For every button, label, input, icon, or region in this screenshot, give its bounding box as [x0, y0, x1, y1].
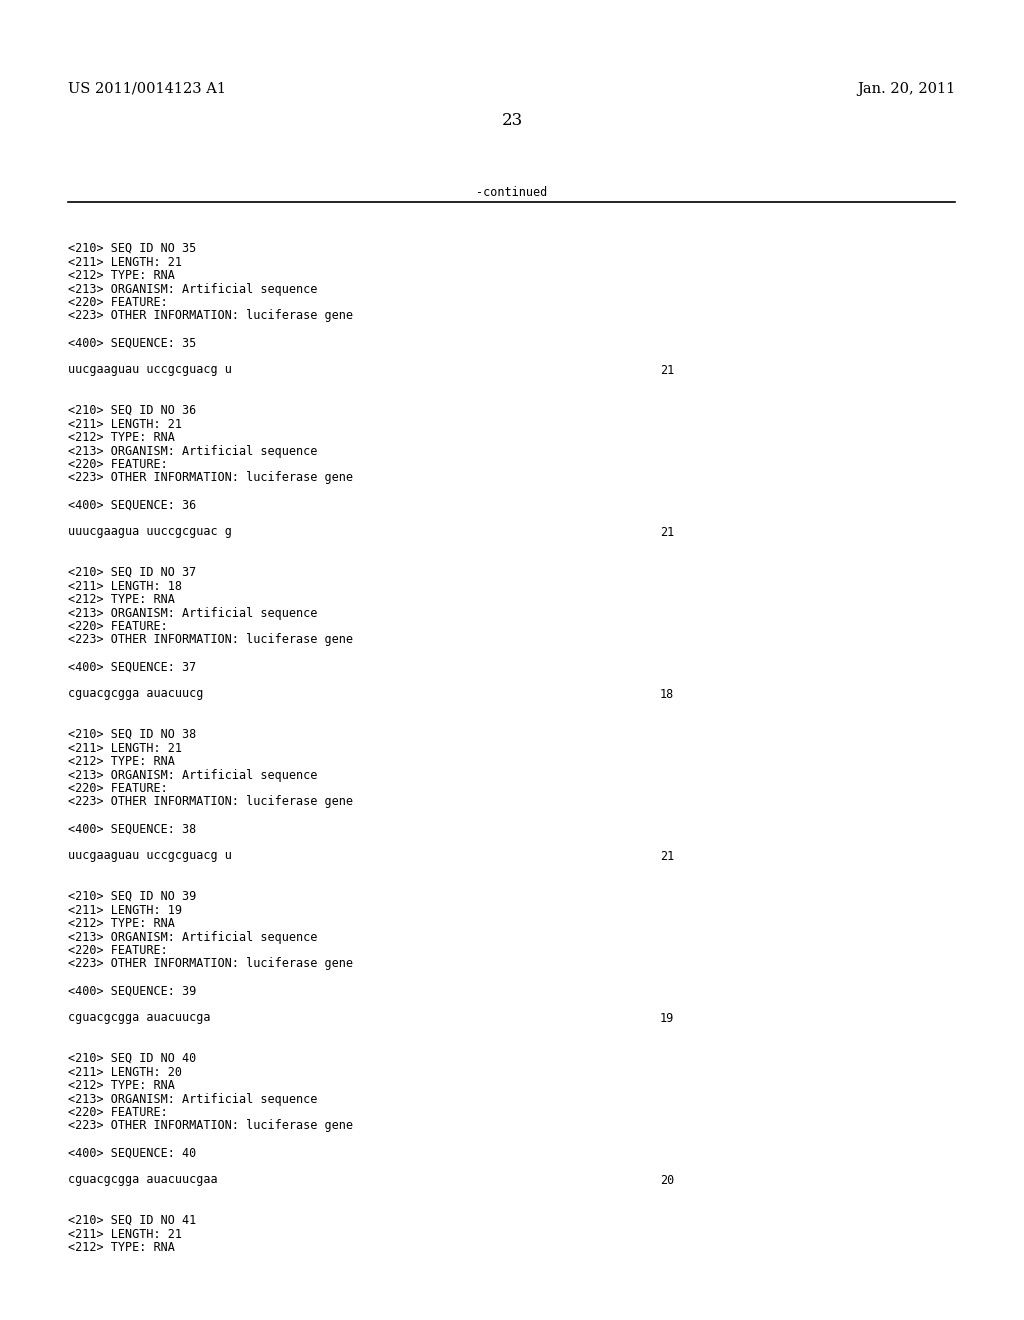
Text: <220> FEATURE:: <220> FEATURE: — [68, 1106, 168, 1119]
Text: <220> FEATURE:: <220> FEATURE: — [68, 944, 168, 957]
Text: <223> OTHER INFORMATION: luciferase gene: <223> OTHER INFORMATION: luciferase gene — [68, 796, 353, 808]
Text: <212> TYPE: RNA: <212> TYPE: RNA — [68, 593, 175, 606]
Text: <212> TYPE: RNA: <212> TYPE: RNA — [68, 1078, 175, 1092]
Text: <210> SEQ ID NO 41: <210> SEQ ID NO 41 — [68, 1214, 197, 1228]
Text: <223> OTHER INFORMATION: luciferase gene: <223> OTHER INFORMATION: luciferase gene — [68, 309, 353, 322]
Text: <211> LENGTH: 19: <211> LENGTH: 19 — [68, 903, 182, 916]
Text: <210> SEQ ID NO 36: <210> SEQ ID NO 36 — [68, 404, 197, 417]
Text: <223> OTHER INFORMATION: luciferase gene: <223> OTHER INFORMATION: luciferase gene — [68, 1119, 353, 1133]
Text: <211> LENGTH: 21: <211> LENGTH: 21 — [68, 256, 182, 268]
Text: 18: 18 — [660, 688, 674, 701]
Text: Jan. 20, 2011: Jan. 20, 2011 — [857, 82, 955, 96]
Text: <213> ORGANISM: Artificial sequence: <213> ORGANISM: Artificial sequence — [68, 931, 317, 944]
Text: cguacgcgga auacuucga: cguacgcgga auacuucga — [68, 1011, 211, 1024]
Text: 21: 21 — [660, 850, 674, 862]
Text: 21: 21 — [660, 363, 674, 376]
Text: cguacgcgga auacuucgaa: cguacgcgga auacuucgaa — [68, 1173, 218, 1187]
Text: <400> SEQUENCE: 38: <400> SEQUENCE: 38 — [68, 822, 197, 836]
Text: <212> TYPE: RNA: <212> TYPE: RNA — [68, 432, 175, 444]
Text: <211> LENGTH: 21: <211> LENGTH: 21 — [68, 742, 182, 755]
Text: <211> LENGTH: 18: <211> LENGTH: 18 — [68, 579, 182, 593]
Text: 21: 21 — [660, 525, 674, 539]
Text: <212> TYPE: RNA: <212> TYPE: RNA — [68, 755, 175, 768]
Text: <210> SEQ ID NO 35: <210> SEQ ID NO 35 — [68, 242, 197, 255]
Text: <210> SEQ ID NO 37: <210> SEQ ID NO 37 — [68, 566, 197, 579]
Text: <213> ORGANISM: Artificial sequence: <213> ORGANISM: Artificial sequence — [68, 445, 317, 458]
Text: <210> SEQ ID NO 39: <210> SEQ ID NO 39 — [68, 890, 197, 903]
Text: <220> FEATURE:: <220> FEATURE: — [68, 458, 168, 471]
Text: <400> SEQUENCE: 36: <400> SEQUENCE: 36 — [68, 499, 197, 511]
Text: <212> TYPE: RNA: <212> TYPE: RNA — [68, 1241, 175, 1254]
Text: uuucgaagua uuccgcguac g: uuucgaagua uuccgcguac g — [68, 525, 231, 539]
Text: <400> SEQUENCE: 35: <400> SEQUENCE: 35 — [68, 337, 197, 350]
Text: uucgaaguau uccgcguacg u: uucgaaguau uccgcguacg u — [68, 363, 231, 376]
Text: <220> FEATURE:: <220> FEATURE: — [68, 620, 168, 634]
Text: <211> LENGTH: 21: <211> LENGTH: 21 — [68, 1228, 182, 1241]
Text: 23: 23 — [502, 112, 522, 129]
Text: <223> OTHER INFORMATION: luciferase gene: <223> OTHER INFORMATION: luciferase gene — [68, 957, 353, 970]
Text: <400> SEQUENCE: 37: <400> SEQUENCE: 37 — [68, 660, 197, 673]
Text: 20: 20 — [660, 1173, 674, 1187]
Text: <211> LENGTH: 21: <211> LENGTH: 21 — [68, 417, 182, 430]
Text: <220> FEATURE:: <220> FEATURE: — [68, 781, 168, 795]
Text: US 2011/0014123 A1: US 2011/0014123 A1 — [68, 82, 226, 96]
Text: <211> LENGTH: 20: <211> LENGTH: 20 — [68, 1065, 182, 1078]
Text: <210> SEQ ID NO 40: <210> SEQ ID NO 40 — [68, 1052, 197, 1065]
Text: <400> SEQUENCE: 40: <400> SEQUENCE: 40 — [68, 1147, 197, 1159]
Text: <212> TYPE: RNA: <212> TYPE: RNA — [68, 269, 175, 282]
Text: 19: 19 — [660, 1011, 674, 1024]
Text: -continued: -continued — [476, 186, 548, 199]
Text: <223> OTHER INFORMATION: luciferase gene: <223> OTHER INFORMATION: luciferase gene — [68, 634, 353, 647]
Text: <220> FEATURE:: <220> FEATURE: — [68, 296, 168, 309]
Text: <213> ORGANISM: Artificial sequence: <213> ORGANISM: Artificial sequence — [68, 282, 317, 296]
Text: <210> SEQ ID NO 38: <210> SEQ ID NO 38 — [68, 729, 197, 741]
Text: uucgaaguau uccgcguacg u: uucgaaguau uccgcguacg u — [68, 850, 231, 862]
Text: <400> SEQUENCE: 39: <400> SEQUENCE: 39 — [68, 985, 197, 998]
Text: <213> ORGANISM: Artificial sequence: <213> ORGANISM: Artificial sequence — [68, 1093, 317, 1106]
Text: <213> ORGANISM: Artificial sequence: <213> ORGANISM: Artificial sequence — [68, 606, 317, 619]
Text: <212> TYPE: RNA: <212> TYPE: RNA — [68, 917, 175, 931]
Text: <213> ORGANISM: Artificial sequence: <213> ORGANISM: Artificial sequence — [68, 768, 317, 781]
Text: <223> OTHER INFORMATION: luciferase gene: <223> OTHER INFORMATION: luciferase gene — [68, 471, 353, 484]
Text: cguacgcgga auacuucg: cguacgcgga auacuucg — [68, 688, 204, 701]
